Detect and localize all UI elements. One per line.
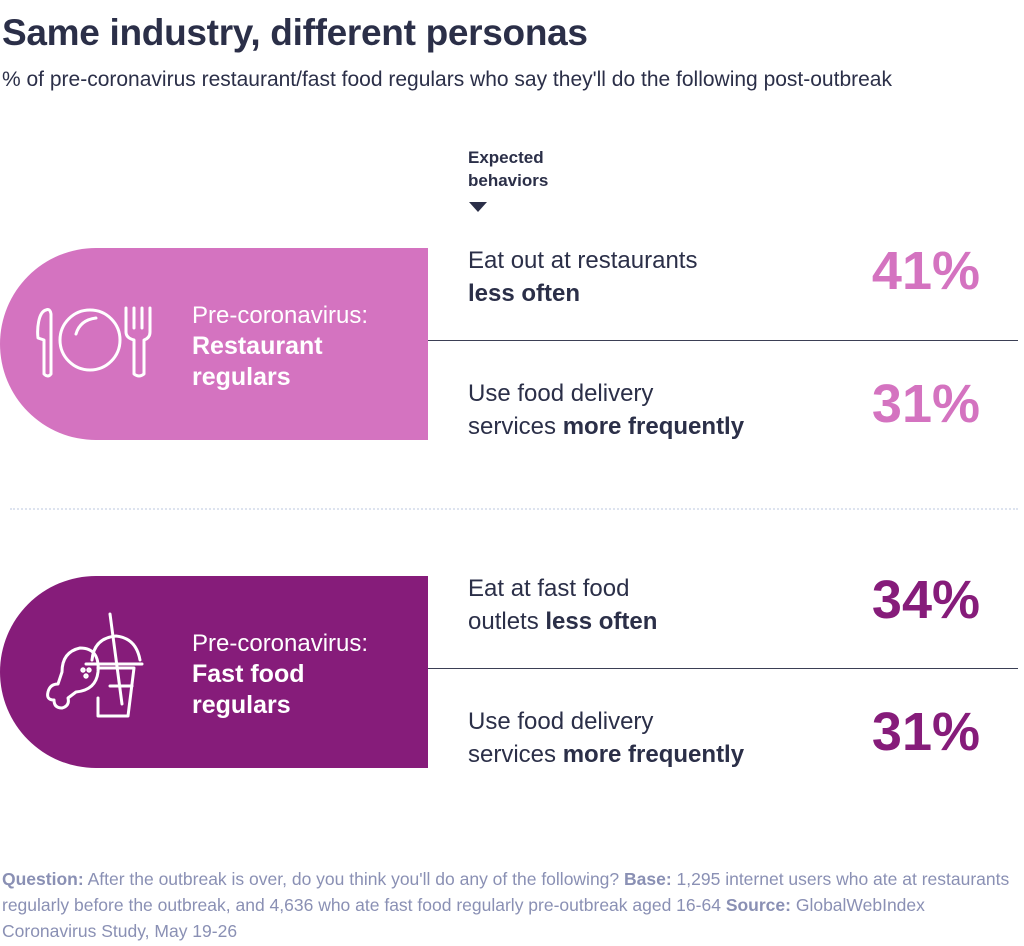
percentage-value: 41% bbox=[871, 241, 980, 301]
group-prefix: Pre-coronavirus: bbox=[192, 630, 369, 657]
divider bbox=[428, 340, 1018, 341]
column-header-line2: behaviors bbox=[468, 171, 549, 190]
group-prefix: Pre-coronavirus: bbox=[192, 302, 369, 329]
page-title: Same industry, different personas bbox=[2, 12, 588, 53]
arrow-down-icon bbox=[469, 202, 487, 212]
column-header-line1: Expected bbox=[468, 148, 544, 167]
group-name-line1: Fast food bbox=[192, 660, 305, 688]
restaurant-regulars-banner bbox=[0, 248, 428, 440]
behavior-bold: less often bbox=[545, 608, 658, 635]
chicken-drink-icon bbox=[46, 612, 144, 718]
behavior-text: Use food delivery bbox=[468, 380, 654, 407]
subtitle: % of pre-coronavirus restaurant/fast foo… bbox=[2, 68, 892, 91]
percentage-value: 31% bbox=[871, 374, 980, 434]
divider bbox=[428, 668, 1018, 669]
behavior-text: services bbox=[468, 413, 557, 440]
percentage-value: 31% bbox=[871, 702, 980, 762]
behavior-bold: more frequently bbox=[562, 741, 745, 768]
question-text: After the outbreak is over, do you think… bbox=[83, 869, 625, 889]
behavior-item: Use food delivery services more frequent… bbox=[468, 377, 744, 443]
fast-food-regulars-label: Pre-coronavirus: Fast food regulars bbox=[192, 628, 368, 721]
group-name-line2: regulars bbox=[192, 691, 291, 719]
footer-note: Question: After the outbreak is over, do… bbox=[2, 866, 1012, 944]
behavior-text: outlets bbox=[468, 608, 539, 635]
source-label: Source: bbox=[725, 895, 791, 915]
source-text: GlobalWebIndex Coronavirus Study, May 19… bbox=[2, 895, 925, 941]
behavior-item: Eat at fast food outlets less often bbox=[468, 572, 657, 638]
behavior-bold: less often bbox=[468, 280, 581, 307]
group-name-line2: regulars bbox=[192, 363, 291, 391]
fast-food-regulars-banner bbox=[0, 576, 428, 768]
group-name-line1: Restaurant bbox=[192, 332, 323, 360]
behavior-item: Eat out at restaurants less often bbox=[468, 244, 697, 310]
behavior-text: Eat out at restaurants bbox=[468, 247, 698, 274]
behavior-text: services bbox=[468, 741, 557, 768]
section-divider bbox=[10, 508, 1018, 510]
question-label: Question: bbox=[2, 869, 84, 889]
restaurant-regulars-label: Pre-coronavirus: Restaurant regulars bbox=[192, 300, 368, 393]
base-text: 1,295 internet users who ate at restaura… bbox=[2, 869, 1010, 915]
base-label: Base: bbox=[624, 869, 672, 889]
behavior-item: Use food delivery services more frequent… bbox=[468, 705, 744, 771]
percentage-value: 34% bbox=[871, 570, 980, 630]
behavior-text: Eat at fast food bbox=[468, 575, 630, 602]
plate-cutlery-icon bbox=[36, 306, 152, 378]
column-header: Expected behaviors bbox=[468, 146, 548, 192]
behavior-text: Use food delivery bbox=[468, 708, 654, 735]
behavior-bold: more frequently bbox=[562, 413, 745, 440]
